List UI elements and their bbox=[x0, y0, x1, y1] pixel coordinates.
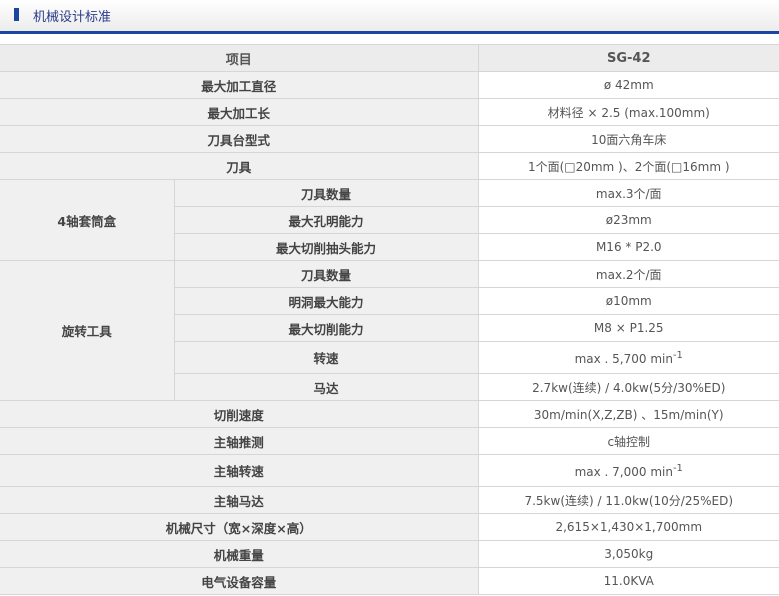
row-value: M8 × P1.25 bbox=[477, 314, 779, 342]
row-label: 最大切削抽头能力 bbox=[174, 233, 478, 261]
table-row: 最大孔明能力 ø23mm bbox=[0, 206, 779, 234]
table-row: 最大加工长 材料径 × 2.5 (max.100mm) bbox=[0, 98, 779, 126]
table-row: 电气设备容量 11.0KVA bbox=[0, 567, 779, 595]
table-row: 主轴推测 c轴控制 bbox=[0, 427, 779, 455]
row-label: 最大孔明能力 bbox=[174, 206, 478, 234]
row-label: 最大加工直径 bbox=[0, 71, 478, 99]
row-value: 3,050kg bbox=[477, 540, 779, 568]
spec-table: 项目 SG-42 最大加工直径 ø 42mm 最大加工长 材料径 × 2.5 (ma… bbox=[0, 44, 779, 595]
row-label: 主轴推测 bbox=[0, 427, 478, 455]
row-value: M16 * P2.0 bbox=[477, 233, 779, 261]
row-value: 10面六角车床 bbox=[477, 125, 779, 153]
value-text: max . 7,000 min bbox=[574, 464, 673, 479]
table-row: 刀具台型式 10面六角车床 bbox=[0, 125, 779, 153]
table-row: 机械尺寸（宽×深度×高） 2,615×1,430×1,700mm bbox=[0, 513, 779, 541]
table-row: 主轴转速 max . 7,000 min-1 bbox=[0, 454, 779, 487]
row-label: 电气设备容量 bbox=[0, 567, 478, 595]
table-row: 明洞最大能力 ø10mm bbox=[0, 287, 779, 315]
row-value: 30m/min(X,Z,ZB) 、15m/min(Y) bbox=[477, 400, 779, 428]
table-row: 转速 max . 5,700 min-1 bbox=[0, 341, 779, 374]
table-row: 最大切削能力 M8 × P1.25 bbox=[0, 314, 779, 342]
row-value: ø 42mm bbox=[477, 71, 779, 99]
row-label: 马达 bbox=[174, 373, 478, 401]
row-label: 切削速度 bbox=[0, 400, 478, 428]
value-superscript: -1 bbox=[672, 349, 683, 361]
row-value: 11.0KVA bbox=[477, 567, 779, 595]
row-label: 主轴转速 bbox=[0, 454, 478, 487]
row-value: 2,615×1,430×1,700mm bbox=[477, 513, 779, 541]
table-header-row: 项目 SG-42 bbox=[0, 44, 779, 72]
table-row: 刀具 1个面(□20mm )、2个面(□16mm ) bbox=[0, 152, 779, 180]
table-row: 4轴套筒盒 刀具数量 max.3个/面 bbox=[0, 179, 779, 261]
table-row: 旋转工具 刀具数量 max.2个/面 bbox=[0, 260, 779, 401]
row-value: 2.7kw(连续) / 4.0kw(5分/30%ED) bbox=[477, 373, 779, 401]
row-value: c轴控制 bbox=[477, 427, 779, 455]
row-value: 1个面(□20mm )、2个面(□16mm ) bbox=[477, 152, 779, 180]
row-label: 刀具数量 bbox=[174, 179, 478, 207]
table-row: 最大加工直径 ø 42mm bbox=[0, 71, 779, 99]
row-value: max . 7,000 min-1 bbox=[477, 454, 779, 487]
row-label: 最大切削能力 bbox=[174, 314, 478, 342]
row-value: ø23mm bbox=[477, 206, 779, 234]
row-value: max . 5,700 min-1 bbox=[477, 341, 779, 374]
row-label: 机械尺寸（宽×深度×高） bbox=[0, 513, 478, 541]
row-label: 主轴马达 bbox=[0, 486, 478, 514]
header-model: SG-42 bbox=[477, 44, 779, 72]
header-item: 项目 bbox=[0, 44, 478, 72]
group-label: 旋转工具 bbox=[0, 260, 175, 401]
row-value: 材料径 × 2.5 (max.100mm) bbox=[477, 98, 779, 126]
row-label: 刀具 bbox=[0, 152, 478, 180]
row-label: 刀具台型式 bbox=[0, 125, 478, 153]
group-label: 4轴套筒盒 bbox=[0, 179, 175, 261]
row-label: 最大加工长 bbox=[0, 98, 478, 126]
row-value: max.3个/面 bbox=[477, 179, 779, 207]
table-row: 切削速度 30m/min(X,Z,ZB) 、15m/min(Y) bbox=[0, 400, 779, 428]
section-header: 机械设计标准 bbox=[0, 0, 779, 34]
row-label: 明洞最大能力 bbox=[174, 287, 478, 315]
row-value: ø10mm bbox=[477, 287, 779, 315]
table-row: 机械重量 3,050kg bbox=[0, 540, 779, 568]
table-row: 马达 2.7kw(连续) / 4.0kw(5分/30%ED) bbox=[0, 373, 779, 401]
row-label: 转速 bbox=[174, 341, 478, 374]
header-marker bbox=[14, 8, 19, 21]
value-text: max . 5,700 min bbox=[574, 351, 673, 366]
section-title: 机械设计标准 bbox=[33, 10, 112, 25]
row-value: 7.5kw(连续) / 11.0kw(10分/25%ED) bbox=[477, 486, 779, 514]
row-label: 机械重量 bbox=[0, 540, 478, 568]
row-value: max.2个/面 bbox=[477, 260, 779, 288]
value-superscript: -1 bbox=[672, 462, 683, 474]
table-row: 主轴马达 7.5kw(连续) / 11.0kw(10分/25%ED) bbox=[0, 486, 779, 514]
row-label: 刀具数量 bbox=[174, 260, 478, 288]
